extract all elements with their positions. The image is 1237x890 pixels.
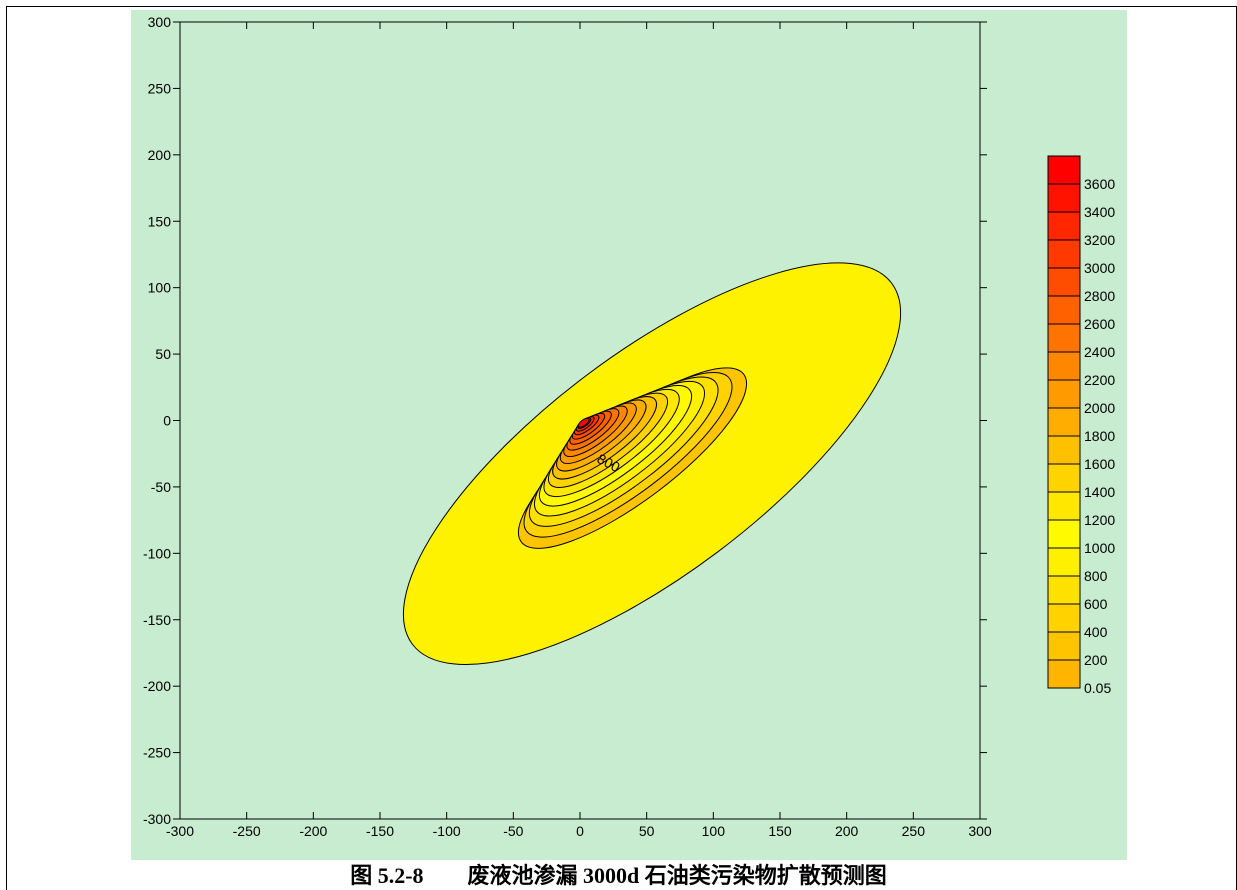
colorbar-label: 2400 xyxy=(1084,344,1115,360)
x-tick-label: 200 xyxy=(835,823,859,839)
colorbar-label: 1400 xyxy=(1084,484,1115,500)
y-tick-label: 0 xyxy=(163,413,171,429)
x-tick-label: 100 xyxy=(702,823,726,839)
colorbar-label: 600 xyxy=(1084,596,1108,612)
colorbar-swatch xyxy=(1047,183,1081,213)
colorbar-label: 800 xyxy=(1084,568,1108,584)
x-tick-label: -200 xyxy=(299,823,327,839)
x-tick-label: 50 xyxy=(639,823,655,839)
y-tick-label: -50 xyxy=(151,479,171,495)
x-tick-label: 0 xyxy=(576,823,584,839)
x-tick-label: -300 xyxy=(166,823,194,839)
colorbar-swatch xyxy=(1047,519,1081,549)
colorbar-label: 0.05 xyxy=(1084,680,1111,696)
colorbar-label: 1600 xyxy=(1084,456,1115,472)
colorbar-label: 2000 xyxy=(1084,400,1115,416)
x-tick-label: -100 xyxy=(433,823,461,839)
colorbar-label: 3600 xyxy=(1084,176,1115,192)
colorbar-label: 1200 xyxy=(1084,512,1115,528)
colorbar-swatch xyxy=(1047,267,1081,297)
colorbar-swatch xyxy=(1047,211,1081,241)
colorbar-swatch xyxy=(1047,407,1081,437)
y-tick-label: 300 xyxy=(148,14,172,30)
colorbar-swatch xyxy=(1047,351,1081,381)
contour-chart: 800 -300 -250 -200 -150 -100 -50 0 50 100 150 200 2… xyxy=(131,10,1127,860)
colorbar-swatch xyxy=(1047,379,1081,409)
colorbar-label: 2600 xyxy=(1084,316,1115,332)
colorbar-swatch xyxy=(1047,435,1081,465)
y-tick-label: 200 xyxy=(148,147,172,163)
colorbar-label: 2200 xyxy=(1084,372,1115,388)
figure-caption: 图 5.2-8 废液池渗漏 3000d 石油类污染物扩散预测图 xyxy=(350,863,887,888)
colorbar-swatch xyxy=(1047,491,1081,521)
y-tick-label: 50 xyxy=(155,346,171,362)
colorbar-label: 200 xyxy=(1084,652,1108,668)
contour-band-3600 xyxy=(577,417,590,428)
x-tick-label: 250 xyxy=(902,823,926,839)
colorbar-swatch xyxy=(1047,631,1081,661)
colorbar-label: 3000 xyxy=(1084,260,1115,276)
colorbar-label: 1000 xyxy=(1084,540,1115,556)
colorbar-swatch xyxy=(1047,295,1081,325)
y-tick-label: 150 xyxy=(148,213,172,229)
y-tick-label: -250 xyxy=(143,745,171,761)
y-tick-label: -300 xyxy=(143,811,171,827)
colorbar-swatch xyxy=(1047,603,1081,633)
x-tick-label: -150 xyxy=(366,823,394,839)
colorbar-swatch xyxy=(1047,659,1081,689)
colorbar-swatch xyxy=(1047,463,1081,493)
x-tick-label: 300 xyxy=(968,823,992,839)
colorbar-swatch xyxy=(1047,575,1081,605)
colorbar-label: 3200 xyxy=(1084,232,1115,248)
plot-area: 800 xyxy=(402,262,902,665)
colorbar-swatch xyxy=(1047,547,1081,577)
colorbar-swatch xyxy=(1047,155,1081,185)
y-tick-label: -200 xyxy=(143,678,171,694)
y-tick-label: 250 xyxy=(148,80,172,96)
y-tick-label: 100 xyxy=(148,280,172,296)
y-tick-label: -100 xyxy=(143,545,171,561)
axes: -300 -250 -200 -150 -100 -50 0 50 100 150 200 250 30… xyxy=(143,14,992,839)
y-tick-label: -150 xyxy=(143,612,171,628)
x-tick-label: -250 xyxy=(233,823,261,839)
colorbar-swatch xyxy=(1047,239,1081,269)
x-tick-label: 150 xyxy=(768,823,792,839)
colorbar-label: 400 xyxy=(1084,624,1108,640)
colorbar-label: 2800 xyxy=(1084,288,1115,304)
x-tick-label: -50 xyxy=(503,823,523,839)
colorbar-label: 3400 xyxy=(1084,204,1115,220)
colorbar: 3600 3400 3200 3000 2800 2600 2400 2200 2000 1800… xyxy=(1047,155,1115,696)
colorbar-swatch xyxy=(1047,323,1081,353)
colorbar-label: 1800 xyxy=(1084,428,1115,444)
